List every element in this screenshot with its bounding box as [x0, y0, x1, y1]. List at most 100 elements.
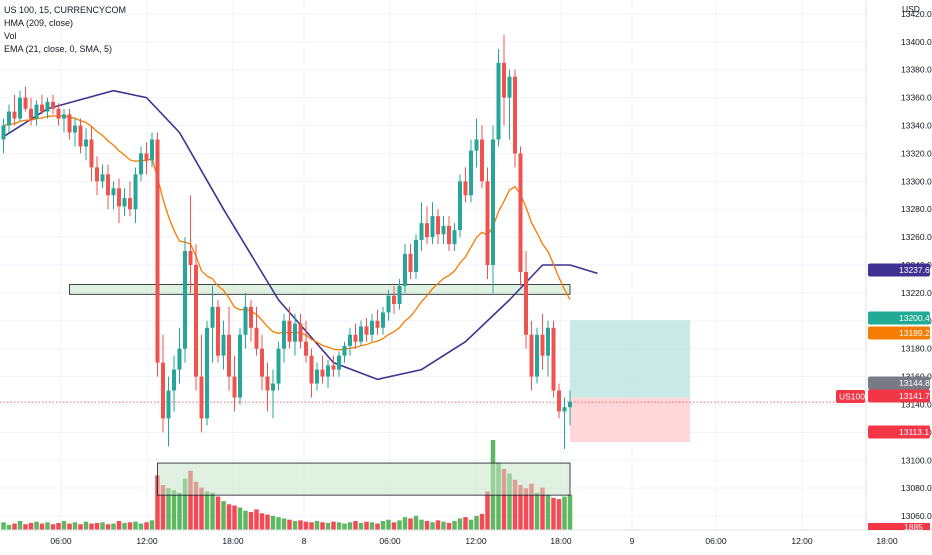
- candle-body: [89, 139, 94, 168]
- volume-bar: [221, 501, 226, 530]
- price-badge: [868, 263, 930, 277]
- volume-bar: [188, 470, 193, 530]
- candle-body: [469, 150, 473, 196]
- volume-bar: [556, 499, 562, 530]
- candle-body: [249, 306, 253, 328]
- volume-bar: [34, 521, 39, 530]
- volume-bar: [133, 521, 138, 530]
- candle-body: [474, 139, 479, 151]
- price-badge-label: 13237.6: [899, 265, 930, 275]
- candle-body: [326, 365, 330, 377]
- time-tick-label: 12:00: [136, 536, 158, 546]
- volume-bar: [100, 522, 105, 530]
- volume-bar: [512, 479, 518, 530]
- volume-bar: [413, 515, 419, 530]
- legend-volume[interactable]: Vol: [4, 31, 17, 41]
- legend-symbol[interactable]: US 100, 15, CURRENCYCOM: [4, 5, 127, 15]
- candle-body: [144, 153, 149, 161]
- candle-body: [34, 104, 39, 119]
- candle-body: [166, 390, 171, 419]
- candle-body: [551, 327, 556, 391]
- symbol-tag: [836, 390, 865, 403]
- volume-bar: [127, 522, 133, 530]
- candle-body: [502, 62, 506, 98]
- price-badge: [868, 376, 930, 390]
- volume-bar: [111, 523, 116, 530]
- volume-bar: [523, 488, 529, 530]
- candle-body: [381, 312, 385, 328]
- price-badge-label: 13141.7: [899, 391, 930, 401]
- candle-body: [375, 320, 380, 328]
- candle-body: [95, 167, 99, 182]
- volume-bar: [457, 518, 463, 530]
- volume-bar: [265, 514, 270, 530]
- volume-bar: [94, 522, 100, 530]
- candle-body: [331, 365, 336, 370]
- volume-bar: [12, 523, 17, 530]
- candle-body: [480, 139, 484, 182]
- candle-body: [436, 216, 440, 235]
- volume-bar: [309, 522, 314, 530]
- candle-body: [348, 334, 352, 346]
- price-tick-label: 13420.0: [901, 9, 932, 19]
- candle-body: [62, 114, 66, 119]
- candle-body: [386, 295, 391, 313]
- volume-bar: [474, 515, 479, 530]
- candle-body: [260, 348, 264, 377]
- candle-body: [557, 390, 561, 412]
- volume-bar: [105, 524, 111, 530]
- candle-body: [463, 181, 468, 196]
- volume-bar: [397, 520, 402, 530]
- time-tick-label: 8: [302, 536, 307, 546]
- volume-bar: [331, 521, 336, 530]
- candle-body: [568, 401, 572, 408]
- price-badge-label: 13189.2: [899, 328, 930, 338]
- candle-body: [309, 355, 314, 384]
- volume-bar: [122, 522, 127, 530]
- candle-body: [414, 239, 418, 272]
- volume-bar: [380, 521, 386, 530]
- cut-badge: [868, 523, 930, 530]
- volume-bar: [303, 521, 309, 530]
- legend-ema[interactable]: EMA (21, close, 0, SMA, 5): [4, 44, 113, 54]
- volume-bar: [369, 522, 375, 530]
- candle-body: [139, 153, 143, 175]
- volume-bar: [452, 521, 457, 530]
- volume-bar: [496, 462, 501, 530]
- legend-hma[interactable]: HMA (209, close): [4, 18, 74, 28]
- volume-bar: [567, 494, 573, 530]
- candle-body: [183, 251, 187, 349]
- price-badge-label: 13144.8: [899, 378, 930, 388]
- time-tick-label: 12:00: [791, 536, 813, 546]
- candle-body: [546, 327, 550, 356]
- volume-bar: [375, 523, 380, 530]
- volume-bar: [314, 521, 320, 530]
- volume-bar: [529, 483, 534, 530]
- cut-badge-label: 1885: [904, 522, 923, 532]
- candle-body: [227, 334, 231, 377]
- candle-body: [117, 188, 121, 207]
- time-tick-label: 18:00: [876, 536, 898, 546]
- volume-bar: [204, 491, 210, 530]
- time-tick-label: 18:00: [222, 536, 244, 546]
- candle-body: [535, 334, 539, 377]
- volume-bar: [6, 524, 12, 530]
- candle-body: [458, 181, 462, 231]
- candle-body: [56, 108, 61, 119]
- candle-body: [425, 223, 429, 238]
- candle-body: [100, 174, 105, 182]
- candle-body: [216, 306, 220, 356]
- volume-bar: [138, 523, 144, 530]
- volume-bar: [358, 522, 364, 530]
- time-tick-label: 12:00: [465, 536, 487, 546]
- time-tick-label: 06:00: [379, 536, 401, 546]
- candle-body: [40, 104, 44, 112]
- volume-bar: [56, 522, 61, 530]
- volume-bar: [468, 519, 474, 530]
- candle-body: [12, 111, 17, 119]
- candle-body: [298, 323, 303, 342]
- volume-bar: [149, 520, 155, 530]
- volume-bar: [325, 522, 331, 530]
